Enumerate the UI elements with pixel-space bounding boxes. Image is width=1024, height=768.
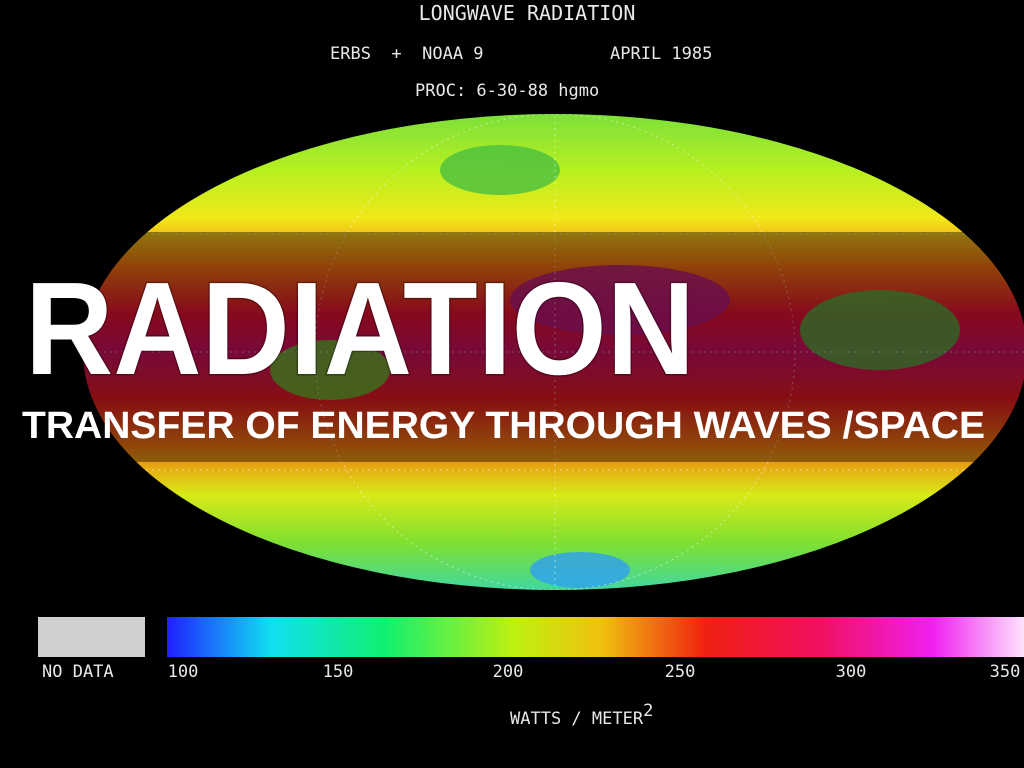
caption-band (0, 232, 1024, 462)
map (83, 114, 1024, 590)
scale-ticks: 100 150 200 250 300 350 (168, 662, 1021, 682)
scale-tick-label: 300 (836, 662, 867, 682)
slide-subheading: TRANSFER OF ENERGY THROUGH WAVES /SPACE (22, 405, 985, 447)
map-title: LONGWAVE RADIATION (419, 1, 636, 25)
unit: WATTS / METER2 (510, 701, 653, 729)
scale-tick-label: 100 (168, 662, 199, 682)
scale-tick-label: 350 (990, 662, 1021, 682)
color-scale (167, 617, 1024, 657)
no-data-swatch (38, 617, 145, 657)
scale-tick-label: 250 (665, 662, 696, 682)
date: APRIL 1985 (610, 44, 712, 64)
scale-tick-label: 200 (493, 662, 524, 682)
satellites: ERBS + NOAA 9 (330, 44, 484, 64)
slide-heading: RADIATION (25, 255, 695, 402)
processed: PROC: 6-30-88 hgmo (415, 81, 599, 101)
scale-tick-label: 150 (323, 662, 354, 682)
no-data-label: NO DATA (42, 662, 114, 682)
